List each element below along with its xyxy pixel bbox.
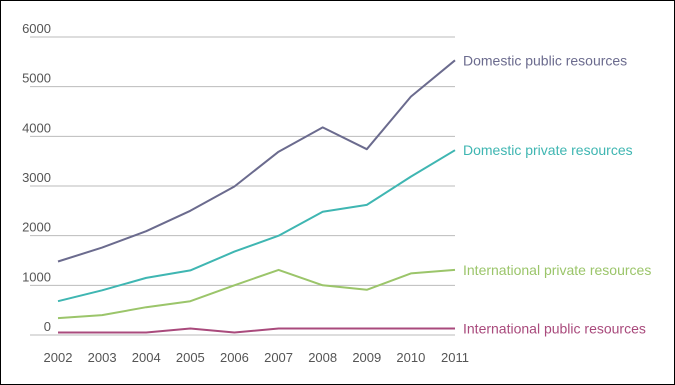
international-private-resources-line bbox=[57, 268, 456, 320]
x-tick-label: 2004 bbox=[132, 350, 161, 365]
x-tick-label: 2011 bbox=[441, 350, 469, 365]
x-tick-label: 2007 bbox=[264, 350, 293, 365]
y-tick-label: 6000 bbox=[22, 21, 51, 36]
y-axis-tick-labels: 0 1000 2000 3000 4000 5000 6000 bbox=[22, 21, 51, 334]
gridlines bbox=[30, 36, 455, 336]
x-tick-label: 2002 bbox=[44, 350, 73, 365]
x-tick-label: 2005 bbox=[176, 350, 205, 365]
y-tick-label: 5000 bbox=[22, 71, 51, 86]
y-tick-label: 1000 bbox=[22, 269, 51, 284]
international-public-resources-label: International public resources bbox=[463, 321, 646, 337]
x-tick-label: 2010 bbox=[396, 350, 425, 365]
x-tick-label: 2008 bbox=[308, 350, 337, 365]
international-private-resources-label: International private resources bbox=[463, 262, 651, 278]
domestic-public-resources-label: Domestic public resources bbox=[463, 52, 627, 68]
x-axis-tick-labels: 2002 2003 2004 2005 2006 2007 2008 2009 2010 2011 bbox=[44, 350, 469, 365]
domestic-public-resources-line bbox=[57, 59, 456, 263]
series-lines bbox=[57, 59, 456, 334]
domestic-private-resources-line bbox=[57, 149, 456, 303]
international-public-resources-line bbox=[58, 327, 455, 334]
domestic-private-resources-label: Domestic private resources bbox=[463, 142, 633, 158]
x-tick-label: 2009 bbox=[352, 350, 381, 365]
x-tick-label: 2006 bbox=[220, 350, 249, 365]
y-tick-label: 3000 bbox=[22, 170, 51, 185]
y-tick-label: 2000 bbox=[22, 220, 51, 235]
y-tick-label: 4000 bbox=[22, 120, 51, 135]
y-tick-label: 0 bbox=[44, 319, 51, 334]
x-tick-label: 2003 bbox=[88, 350, 117, 365]
series-labels: Domestic public resources Domestic privat… bbox=[463, 52, 651, 336]
